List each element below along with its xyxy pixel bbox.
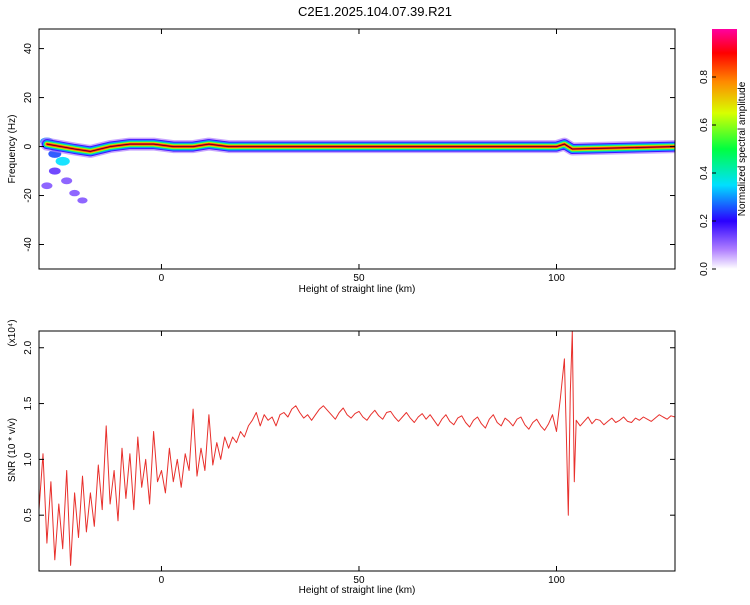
spectrogram-y-tick-label: 0 bbox=[23, 143, 34, 149]
spectrogram-content bbox=[40, 137, 675, 204]
snr-x-tick-label: 100 bbox=[548, 575, 565, 586]
snr-y-scale-label: (x10⁴) bbox=[7, 319, 18, 346]
snr-content bbox=[39, 331, 675, 566]
spectrogram-blob bbox=[48, 167, 61, 175]
spectrogram-x-axis-label: Height of straight line (km) bbox=[299, 284, 416, 295]
colorbar-tick-label: 0.0 bbox=[699, 262, 710, 276]
spectrogram-y-tick-label: 40 bbox=[23, 43, 34, 55]
snr-x-tick-label: 0 bbox=[159, 575, 165, 586]
snr-x-ticks: 0 50 100 bbox=[159, 331, 565, 586]
snr-x-tick-label: 50 bbox=[353, 575, 365, 586]
spectrogram-blob bbox=[69, 189, 80, 197]
spectrogram-x-tick-label: 100 bbox=[548, 273, 565, 284]
snr-y-tick-label: 2.0 bbox=[23, 340, 34, 354]
colorbar-tick-label: 0.4 bbox=[699, 166, 710, 180]
spectrogram-x-tick-label: 50 bbox=[353, 273, 365, 284]
spectrogram-ridge-core bbox=[46, 143, 675, 152]
spectrogram-y-ticks: 40 20 0 -20 -40 bbox=[23, 43, 675, 252]
snr-panel: 0 50 100 0.5 1.0 1.5 2.0 Height of straight l… bbox=[7, 319, 676, 596]
colorbar-tick-label: 0.8 bbox=[699, 70, 710, 84]
snr-y-axis-label: SNR (10 * v/v) bbox=[7, 418, 18, 482]
spectrogram-y-tick-label: -40 bbox=[23, 237, 34, 252]
spectrogram-x-tick-label: 0 bbox=[159, 273, 165, 284]
spectrogram-y-axis-label: Frequency (Hz) bbox=[7, 115, 18, 184]
colorbar-ticks: 0.0 0.2 0.4 0.6 0.8 bbox=[699, 70, 716, 276]
spectrogram-x-ticks: 0 50 100 bbox=[159, 29, 565, 284]
spectrogram-frame bbox=[38, 28, 676, 270]
snr-y-ticks: 0.5 1.0 1.5 2.0 bbox=[23, 340, 675, 522]
spectrogram-y-tick-label: 20 bbox=[23, 92, 34, 104]
colorbar-gradient bbox=[712, 29, 737, 269]
colorbar-tick-label: 0.6 bbox=[699, 118, 710, 132]
spectrogram-blob bbox=[55, 156, 70, 166]
colorbar: 0.0 0.2 0.4 0.6 0.8 Normalized spectral ampl… bbox=[699, 29, 748, 276]
colorbar-tick-label: 0.2 bbox=[699, 214, 710, 228]
snr-series-line bbox=[39, 331, 675, 566]
snr-x-axis-label: Height of straight line (km) bbox=[299, 585, 416, 596]
snr-y-tick-label: 1.5 bbox=[23, 396, 34, 410]
spectrogram-blob bbox=[41, 182, 53, 190]
spectrogram-panel: 0 50 100 40 20 0 -20 -40 Height of straight li… bbox=[7, 28, 676, 295]
spectrogram-y-tick-label: -20 bbox=[23, 188, 34, 203]
snr-frame bbox=[38, 330, 676, 572]
figure-title: C2E1.2025.104.07.39.R21 bbox=[298, 4, 452, 19]
snr-y-tick-label: 0.5 bbox=[23, 508, 34, 522]
spectrogram-blob bbox=[77, 197, 88, 204]
snr-y-tick-label: 1.0 bbox=[23, 452, 34, 466]
spectrogram-blob bbox=[61, 177, 73, 185]
colorbar-label: Normalized spectral amplitude bbox=[737, 81, 748, 216]
